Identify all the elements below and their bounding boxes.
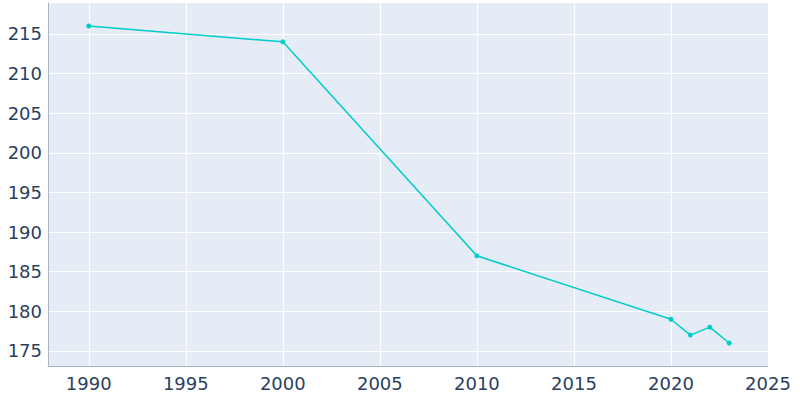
- svg-text:195: 195: [8, 182, 42, 203]
- svg-text:2005: 2005: [357, 373, 403, 394]
- svg-text:190: 190: [8, 222, 42, 243]
- svg-text:2000: 2000: [260, 373, 306, 394]
- svg-text:2020: 2020: [648, 373, 694, 394]
- svg-text:2010: 2010: [454, 373, 500, 394]
- svg-text:175: 175: [8, 340, 42, 361]
- svg-text:215: 215: [8, 23, 42, 44]
- svg-text:2015: 2015: [551, 373, 597, 394]
- svg-text:205: 205: [8, 103, 42, 124]
- svg-text:1995: 1995: [163, 373, 209, 394]
- svg-text:2025: 2025: [745, 373, 791, 394]
- svg-text:1990: 1990: [66, 373, 112, 394]
- svg-text:200: 200: [8, 142, 42, 163]
- svg-text:185: 185: [8, 261, 42, 282]
- svg-text:210: 210: [8, 63, 42, 84]
- svg-text:180: 180: [8, 301, 42, 322]
